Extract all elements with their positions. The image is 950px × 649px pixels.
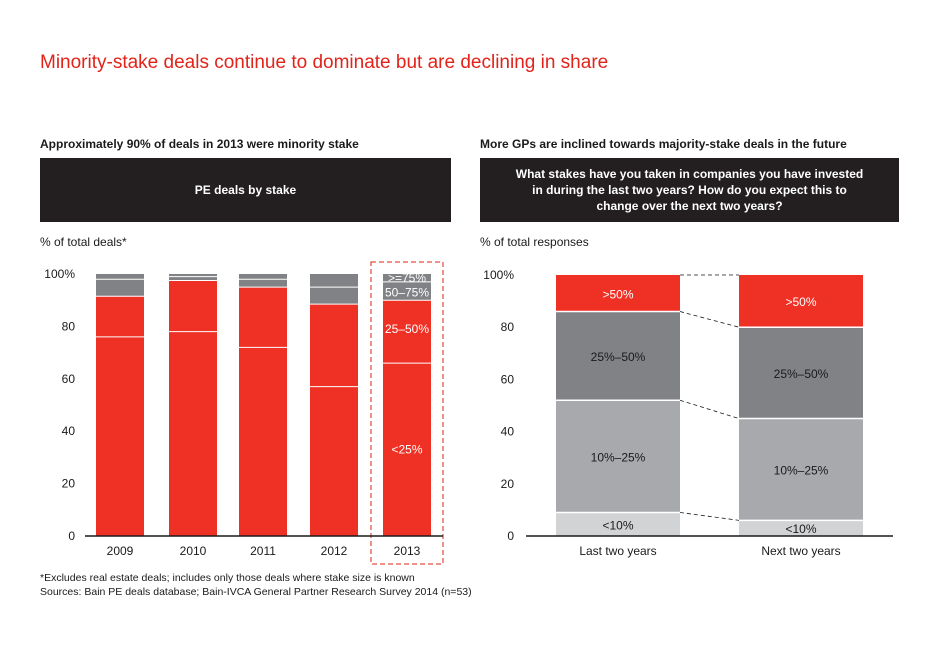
bar-segment-2013-75 <box>383 274 431 282</box>
segment-label-next-two-years-10-25: 10%–25% <box>774 463 829 477</box>
x-tick-label-2010: 2010 <box>180 544 207 558</box>
left-chart-unit-label: % of total deals* <box>40 235 127 249</box>
y-tick-label: 60 <box>501 372 515 386</box>
y-tick-label: 80 <box>62 319 76 333</box>
bar-segment-2011-75 <box>239 274 287 280</box>
bar-segment-2011-50-75 <box>239 279 287 288</box>
sources-note: Sources: Bain PE deals database; Bain-IV… <box>40 586 472 598</box>
bar-segment-2009-75 <box>96 274 144 280</box>
right-chart-unit-label: % of total responses <box>480 235 589 249</box>
bar-segment-next-two-years-25-50 <box>739 327 863 419</box>
bar-segment-next-two-years-10 <box>739 520 863 536</box>
segment-label-last-two-years-10: <10% <box>602 518 633 532</box>
bar-segment-2013-50-75 <box>383 281 431 301</box>
segment-label-25-50: 25–50% <box>385 322 429 336</box>
bar-segment-2009-50-75 <box>96 279 144 297</box>
right-chart-subtitle: More GPs are inclined towards majority-s… <box>480 137 847 151</box>
y-tick-label: 100% <box>44 267 75 281</box>
left-chart-banner: PE deals by stake <box>40 158 451 222</box>
connector-line <box>679 399 740 419</box>
highlight-box-2013 <box>370 261 444 565</box>
bar-segment-2011-25-50 <box>239 287 287 348</box>
segment-label-next-two-years-25-50: 25%–50% <box>774 367 829 381</box>
bar-segment-2010-50-75 <box>169 276 217 281</box>
bar-segment-2012-25-50 <box>310 304 358 387</box>
y-tick-label: 40 <box>62 424 76 438</box>
y-tick-label: 20 <box>62 477 76 491</box>
bar-segment-2009-25-50 <box>96 296 144 337</box>
segment-label-75: >=75% <box>388 271 426 285</box>
bar-segment-2013-25-50 <box>383 300 431 364</box>
segment-label-25: <25% <box>391 443 422 457</box>
bar-segment-2010-25-50 <box>169 280 217 332</box>
bar-segment-2009-25 <box>96 336 144 536</box>
y-tick-label: 100% <box>483 268 514 282</box>
bar-segment-next-two-years-10-25 <box>739 418 863 521</box>
bar-segment-2010-75 <box>169 274 217 277</box>
bar-segment-2012-50-75 <box>310 287 358 305</box>
segment-label-next-two-years-50: >50% <box>785 295 816 309</box>
connector-line <box>679 311 740 328</box>
bar-segment-last-two-years-10-25 <box>556 400 680 513</box>
page-title: Minority-stake deals continue to dominat… <box>40 52 609 73</box>
y-tick-label: 40 <box>501 425 515 439</box>
bar-segment-2011-25 <box>239 347 287 536</box>
bar-segment-next-two-years-50 <box>739 275 863 328</box>
segment-label-last-two-years-10-25: 10%–25% <box>591 450 646 464</box>
bar-segment-2012-75 <box>310 274 358 288</box>
bar-segment-last-two-years-50 <box>556 275 680 312</box>
bar-segment-2013-25 <box>383 363 431 536</box>
x-tick-label-2012: 2012 <box>321 544 348 558</box>
y-tick-label: 0 <box>507 529 514 543</box>
bar-segment-last-two-years-25-50 <box>556 311 680 401</box>
segment-label-next-two-years-10: <10% <box>785 522 816 536</box>
segment-label-last-two-years-25-50: 25%–50% <box>591 350 646 364</box>
segment-label-last-two-years-50: >50% <box>602 287 633 301</box>
right-chart-banner: What stakes have you taken in companies … <box>480 158 899 222</box>
y-tick-label: 0 <box>68 529 75 543</box>
y-tick-label: 60 <box>62 372 76 386</box>
connector-line <box>679 512 740 521</box>
x-tick-label-2013: 2013 <box>394 544 421 558</box>
x-tick-label-2011: 2011 <box>250 544 276 558</box>
x-tick-label-last-two-years: Last two years <box>579 544 656 558</box>
x-tick-label-2009: 2009 <box>107 544 134 558</box>
footnote: *Excludes real estate deals; includes on… <box>40 572 415 584</box>
x-tick-label-next-two-years: Next two years <box>761 544 840 558</box>
left-chart-subtitle: Approximately 90% of deals in 2013 were … <box>40 137 359 151</box>
bar-segment-2010-25 <box>169 331 217 536</box>
segment-label-50-75: 50–75% <box>385 285 429 299</box>
y-tick-label: 80 <box>501 320 515 334</box>
bar-segment-2012-25 <box>310 386 358 536</box>
y-tick-label: 20 <box>501 477 515 491</box>
bar-segment-last-two-years-10 <box>556 512 680 536</box>
